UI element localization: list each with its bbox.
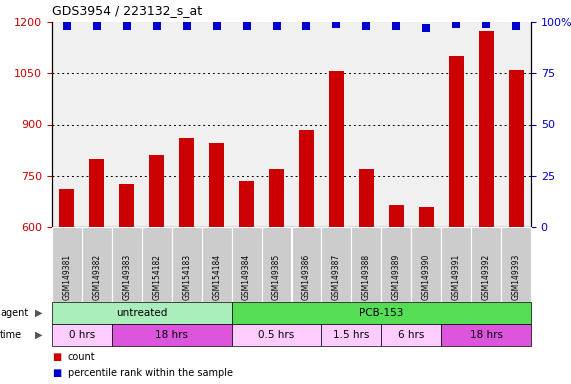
Point — [302, 23, 311, 29]
Text: GSM149386: GSM149386 — [302, 254, 311, 300]
Point — [392, 23, 401, 29]
Text: time: time — [0, 330, 22, 340]
Text: GSM149388: GSM149388 — [362, 254, 371, 300]
Text: GSM149384: GSM149384 — [242, 254, 251, 300]
Text: ▶: ▶ — [34, 308, 42, 318]
Bar — [59, 189, 74, 227]
Point — [122, 23, 131, 29]
Text: GSM149382: GSM149382 — [93, 254, 102, 300]
Text: GSM149389: GSM149389 — [392, 254, 401, 300]
Bar — [359, 169, 374, 227]
Text: GSM154183: GSM154183 — [182, 254, 191, 300]
Bar — [299, 130, 314, 227]
Text: 0 hrs: 0 hrs — [69, 330, 95, 340]
Text: untreated: untreated — [116, 308, 167, 318]
Bar — [239, 181, 254, 227]
Bar — [449, 56, 464, 227]
Bar — [119, 184, 134, 227]
Text: 18 hrs: 18 hrs — [469, 330, 502, 340]
Text: GSM149393: GSM149393 — [512, 253, 521, 300]
Bar — [329, 71, 344, 227]
Text: 1.5 hrs: 1.5 hrs — [333, 330, 369, 340]
Text: ■: ■ — [52, 368, 61, 378]
Text: GSM149385: GSM149385 — [272, 254, 281, 300]
Point — [93, 23, 102, 29]
Text: percentile rank within the sample: percentile rank within the sample — [68, 368, 233, 378]
Text: GSM154182: GSM154182 — [152, 254, 161, 300]
Point — [512, 23, 521, 29]
Text: ■: ■ — [52, 352, 61, 362]
Point — [421, 25, 431, 31]
Point — [242, 23, 251, 29]
Text: 0.5 hrs: 0.5 hrs — [259, 330, 295, 340]
Text: GSM149387: GSM149387 — [332, 254, 341, 300]
Point — [182, 23, 191, 29]
Text: agent: agent — [0, 308, 28, 318]
Bar — [149, 155, 164, 227]
Bar — [389, 205, 404, 227]
Text: GSM149383: GSM149383 — [122, 254, 131, 300]
Point — [332, 21, 341, 27]
Bar — [478, 31, 493, 227]
Point — [362, 23, 371, 29]
Point — [62, 23, 71, 29]
Bar — [509, 70, 524, 227]
Bar — [269, 169, 284, 227]
Text: GSM149391: GSM149391 — [452, 254, 461, 300]
Point — [481, 21, 490, 27]
Bar — [90, 159, 104, 227]
Text: 6 hrs: 6 hrs — [398, 330, 424, 340]
Point — [272, 23, 281, 29]
Point — [452, 21, 461, 27]
Bar — [209, 143, 224, 227]
Point — [152, 23, 162, 29]
Text: 18 hrs: 18 hrs — [155, 330, 188, 340]
Text: ▶: ▶ — [34, 330, 42, 340]
Text: GSM149381: GSM149381 — [62, 254, 71, 300]
Bar — [179, 138, 194, 227]
Text: PCB-153: PCB-153 — [359, 308, 404, 318]
Text: GSM149392: GSM149392 — [481, 254, 490, 300]
Text: GDS3954 / 223132_s_at: GDS3954 / 223132_s_at — [52, 4, 202, 17]
Text: GSM154184: GSM154184 — [212, 254, 221, 300]
Text: count: count — [68, 352, 95, 362]
Bar — [419, 207, 434, 227]
Text: GSM149390: GSM149390 — [422, 253, 431, 300]
Point — [212, 23, 221, 29]
